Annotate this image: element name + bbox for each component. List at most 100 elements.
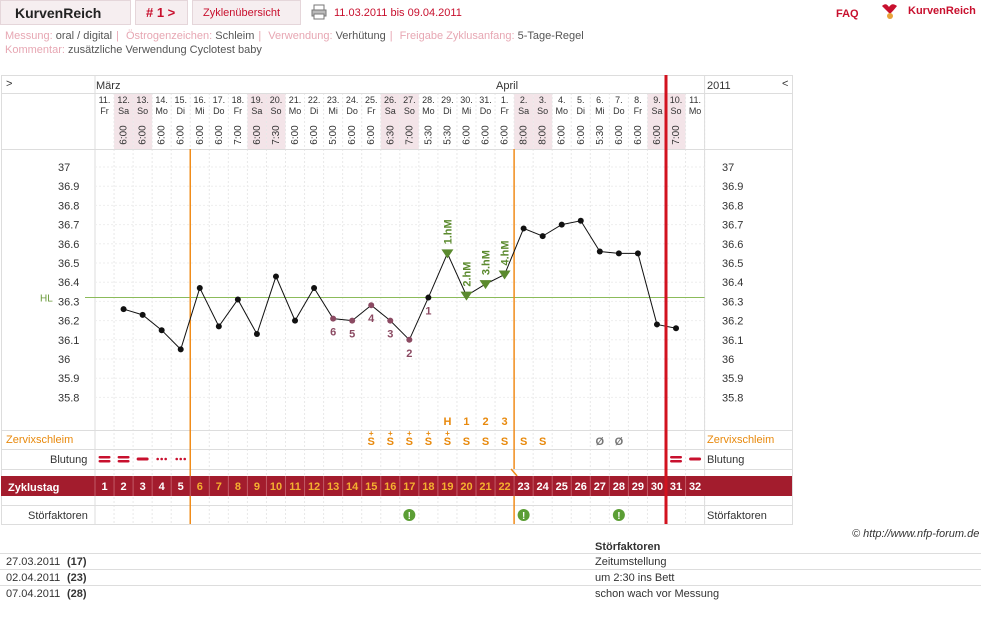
bleeding-light-mark: [164, 457, 167, 461]
day-weekday: Mo: [289, 106, 302, 116]
day-weekday: Fr: [500, 106, 509, 116]
day-weekday: Di: [443, 106, 452, 116]
nav-prev-arrow[interactable]: >: [6, 78, 12, 90]
weekend-shade: [666, 93, 686, 149]
disturbance-icon[interactable]: [517, 509, 530, 521]
bleeding-heavy-mark: [670, 460, 683, 463]
high-measure-marker: [441, 249, 454, 259]
day-weekday: Fr: [234, 106, 243, 116]
low-measure-label: 4: [368, 313, 375, 325]
disturbance-icon-mark: !: [617, 511, 620, 522]
day-number: 8.: [634, 95, 642, 105]
low-measure-point: [330, 315, 337, 322]
day-number: 11.: [99, 95, 111, 105]
measure-time: 6:00: [157, 125, 168, 145]
bleeding-light-mark: [175, 457, 179, 461]
stoerfaktor-date: 07.04.2011: [6, 588, 61, 600]
disturbance-icon[interactable]: [612, 509, 625, 521]
low-measure-point: [349, 317, 356, 324]
day-number: 24.: [346, 95, 359, 105]
freigabe-value: 5-Tage-Regel: [517, 30, 584, 42]
coverline-label: HL: [40, 294, 53, 305]
comment-info: Kommentar: zusätzliche Verwendung Cyclot…: [5, 44, 262, 56]
day-weekday: Sa: [118, 106, 129, 116]
day-number: 20.: [270, 95, 283, 105]
stoerfaktor-cycle-day: (17): [67, 556, 87, 568]
faq-link[interactable]: FAQ: [836, 8, 859, 20]
y-tick-right: 36.9: [722, 181, 743, 193]
nav-next-arrow[interactable]: <: [782, 78, 788, 90]
bleeding-light-mark: [179, 457, 183, 461]
cycle-day-number: 27: [594, 481, 606, 493]
measure-time: 6:00: [119, 125, 130, 145]
low-measure-point: [387, 317, 394, 324]
cycle-day-number: 25: [556, 481, 568, 493]
cycle-day-number: 8: [235, 481, 241, 493]
cycle-overview-link[interactable]: Zyklenübersicht: [192, 0, 301, 25]
cervix-value: S: [501, 436, 508, 448]
cycle-day-number: 30: [651, 481, 663, 493]
day-weekday: Sa: [651, 106, 662, 116]
day-weekday: So: [537, 106, 548, 116]
cycle-day-number: 6: [197, 481, 203, 493]
day-number: 7.: [615, 95, 623, 105]
day-weekday: Di: [176, 106, 185, 116]
bleeding-heavy-mark: [670, 456, 683, 459]
cervix-value: Ø: [596, 436, 605, 448]
measure-time: 6:00: [347, 125, 358, 145]
y-tick-right: 36.7: [722, 220, 743, 232]
cycle-number-button[interactable]: # 1 >: [135, 0, 188, 25]
cycle-day-number: 7: [216, 481, 222, 493]
temperature-point: [120, 306, 127, 313]
measure-time: 7:30: [271, 125, 282, 145]
day-number: 12.: [117, 95, 130, 105]
weekend-shade: [133, 93, 153, 149]
day-number: 1.: [501, 95, 509, 105]
temperature-point: [139, 311, 146, 318]
day-weekday: Mo: [555, 106, 568, 116]
day-number: 2.: [520, 95, 528, 105]
peak-label: 1: [463, 416, 469, 428]
cervix-value: S: [482, 436, 489, 448]
measure-time: 6:00: [614, 125, 625, 145]
cycle-day-number: 24: [537, 481, 550, 493]
printer-icon[interactable]: [311, 4, 327, 20]
y-tick-right: 36.8: [722, 200, 743, 212]
weekend-shade: [533, 93, 553, 149]
temperature-point: [272, 273, 279, 280]
bleeding-label-left: Blutung: [50, 454, 87, 466]
cervix-value: S: [444, 436, 451, 448]
cervix-plus: +: [369, 429, 374, 438]
temperature-point: [596, 248, 603, 255]
stoerfaktor-text: Zeitumstellung: [595, 556, 667, 568]
y-tick-right: 36.2: [722, 316, 743, 328]
day-number: 13.: [136, 95, 149, 105]
cervix-plus: +: [445, 429, 450, 438]
cycle-day-number: 22: [498, 481, 510, 493]
measure-time: 8:00: [519, 125, 530, 145]
day-number: 30.: [460, 95, 473, 105]
logo-icon: [882, 4, 897, 19]
y-tick-left: 36.1: [58, 335, 79, 347]
disturbance-icon[interactable]: [403, 509, 416, 521]
cycle-day-number: 4: [159, 481, 166, 493]
temperature-point: [558, 221, 565, 228]
weekend-shade: [114, 93, 134, 149]
app-title[interactable]: KurvenReich: [0, 0, 131, 25]
temperature-point: [673, 325, 680, 332]
cervix-value: S: [406, 436, 413, 448]
y-tick-left: 36.2: [58, 316, 79, 328]
day-weekday: Sa: [518, 106, 529, 116]
cervix-plus: +: [407, 429, 412, 438]
weekend-shade: [247, 93, 267, 149]
day-weekday: Do: [346, 106, 358, 116]
measure-time: 6:00: [138, 125, 149, 145]
measure-time: 6:00: [214, 125, 225, 145]
cycle-day-number: 16: [384, 481, 396, 493]
y-tick-right: 35.9: [722, 373, 743, 385]
temperature-point: [577, 217, 584, 224]
day-number: 26.: [384, 95, 397, 105]
temperature-point: [196, 284, 203, 291]
y-tick-right: 36.4: [722, 277, 743, 289]
